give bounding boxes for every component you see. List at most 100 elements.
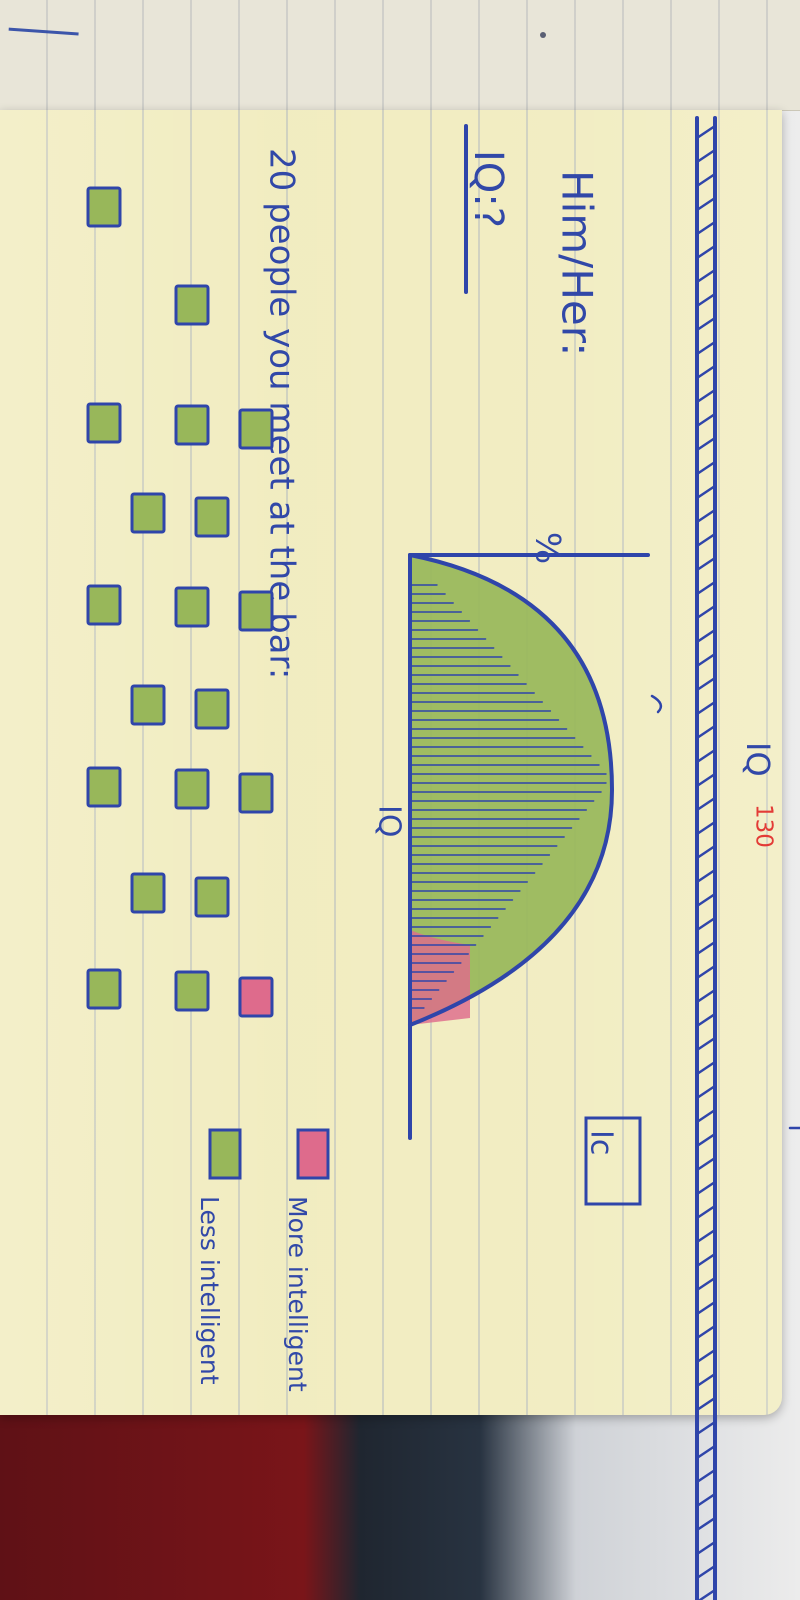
ruler-hatch — [695, 772, 717, 788]
ruler-hatch — [695, 436, 717, 452]
title-him-her: Him/Her: — [553, 170, 602, 356]
ruler-hatch — [695, 388, 717, 404]
ruler-hatch — [695, 412, 717, 428]
ruler-hatch — [695, 1420, 717, 1436]
person-less-intelligent-box — [238, 590, 274, 632]
ruler-hatch — [695, 1060, 717, 1076]
top-iq-label: IQ — [739, 742, 777, 777]
person-less-intelligent-box — [130, 492, 166, 534]
curve-tick-mark — [650, 694, 663, 714]
person-less-intelligent-box — [130, 872, 166, 914]
top-notes: IQ 130 — [739, 742, 800, 1130]
ruler-hatch — [695, 844, 717, 860]
legend-less-swatch — [208, 1128, 242, 1180]
ruler-hatch — [695, 340, 717, 356]
person-less-intelligent-box — [238, 772, 274, 814]
ruler-hatch — [695, 1012, 717, 1028]
legend-box-label: Ic — [584, 1130, 619, 1155]
previous-page — [0, 0, 800, 111]
ruler-hatch — [695, 1324, 717, 1340]
ruler-hatch — [695, 940, 717, 956]
bell-curve-sketch: % IQ — [372, 532, 663, 1140]
ruler-hatch — [695, 1108, 717, 1124]
person-less-intelligent-box — [194, 876, 230, 918]
ruler-hatch — [695, 244, 717, 260]
ruler-hatch — [695, 1372, 717, 1388]
ruler-hatch — [695, 292, 717, 308]
person-less-intelligent-box — [130, 684, 166, 726]
curve-hatches — [409, 584, 607, 1009]
ruler-hatch — [695, 364, 717, 380]
ruler-hatch — [695, 580, 717, 596]
legend-more-label: More intelligent — [283, 1196, 312, 1392]
percent-label: % — [528, 532, 568, 564]
ruler-hatch — [695, 460, 717, 476]
person-less-intelligent-box — [86, 968, 122, 1010]
ruler-hatch — [695, 988, 717, 1004]
ruler-hatch — [695, 172, 717, 188]
iq-question: IQ:? — [465, 150, 511, 228]
ruler-hatch — [695, 1156, 717, 1172]
ruler-hatch — [695, 820, 717, 836]
previous-page-dot — [540, 32, 546, 38]
person-more-intelligent-box — [238, 976, 274, 1018]
person-less-intelligent-box — [86, 186, 122, 228]
ruler-hatch — [695, 892, 717, 908]
ruler-hatch — [695, 604, 717, 620]
ruler-hatch — [695, 1180, 717, 1196]
ruler-hatch — [695, 508, 717, 524]
ruler-hatch — [695, 1348, 717, 1364]
person-less-intelligent-box — [174, 768, 210, 810]
ruler-hatch — [695, 1492, 717, 1508]
ruler-hatch — [695, 628, 717, 644]
ruler-hatch — [695, 1300, 717, 1316]
person-less-intelligent-box — [86, 402, 122, 444]
graph-iq-label: IQ — [372, 805, 407, 837]
ruler-hatch — [695, 484, 717, 500]
ruler-hatch — [695, 1036, 717, 1052]
legend-box — [584, 1116, 642, 1206]
ruler-hatch — [695, 748, 717, 764]
ruler-hatch — [695, 676, 717, 692]
title-area: Him/Her: IQ:? — [464, 124, 602, 356]
top-iq-value: 130 — [751, 804, 777, 848]
ruler-hatch — [695, 1540, 717, 1556]
ruler-hatch — [695, 1084, 717, 1100]
ruler-hatch — [695, 916, 717, 932]
ruler-hatch — [695, 148, 717, 164]
ruler-hatch — [695, 1276, 717, 1292]
ruler-hatch — [695, 268, 717, 284]
legend-more-swatch — [296, 1128, 330, 1180]
ruler-hatch — [695, 1252, 717, 1268]
person-less-intelligent-box — [238, 408, 274, 450]
hatched-ruler — [695, 116, 717, 1600]
ruler-hatch — [695, 1516, 717, 1532]
ruler-hatch — [695, 1564, 717, 1580]
ruler-hatch — [695, 724, 717, 740]
desk-surface — [0, 1400, 800, 1600]
person-less-intelligent-box — [174, 404, 210, 446]
ruler-hatch — [695, 196, 717, 212]
ruler-hatch — [695, 1396, 717, 1412]
ruled-lines — [0, 110, 782, 1415]
ruler-hatch — [695, 124, 717, 140]
ruler-hatch — [695, 1468, 717, 1484]
ruler-hatch — [695, 556, 717, 572]
person-less-intelligent-box — [86, 766, 122, 808]
ruler-hatch — [695, 1444, 717, 1460]
person-less-intelligent-box — [86, 584, 122, 626]
ruler-hatch — [695, 316, 717, 332]
legend-area: Ic More intelligent Less intelligent — [195, 1116, 642, 1392]
ruler-hatch — [695, 700, 717, 716]
curve-fill-green — [410, 555, 612, 1025]
ruler-hatch — [695, 220, 717, 236]
bell-curve-outline — [408, 553, 614, 1027]
ruler-hatch — [695, 652, 717, 668]
legend-less-label: Less intelligent — [195, 1196, 224, 1385]
person-less-intelligent-box — [194, 688, 230, 730]
ruler-hatch — [695, 532, 717, 548]
ruler-hatch — [695, 868, 717, 884]
person-less-intelligent-box — [194, 496, 230, 538]
